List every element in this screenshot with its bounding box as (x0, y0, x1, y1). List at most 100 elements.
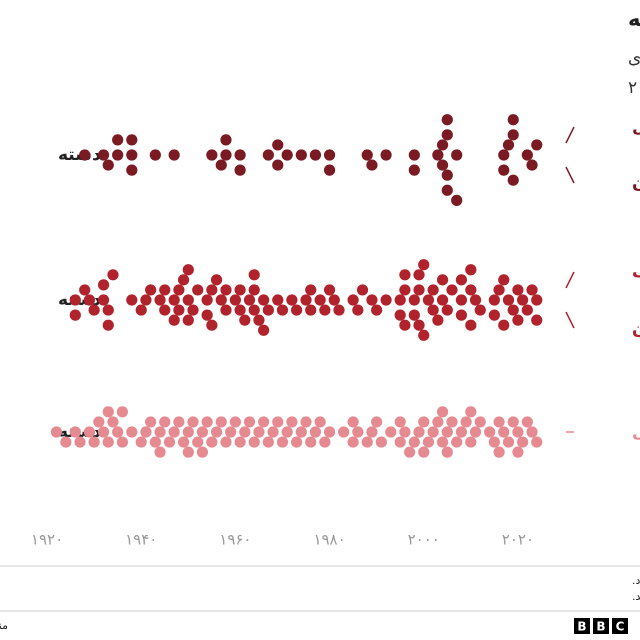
storm-dot (225, 426, 237, 438)
storm-dot (145, 416, 157, 428)
storm-dot (347, 416, 359, 428)
storm-dot (432, 314, 444, 326)
storm-dot (436, 294, 449, 306)
storm-dot (465, 436, 477, 448)
storm-dot (83, 294, 96, 306)
storm-dot (126, 164, 138, 176)
storm-dot (465, 264, 477, 276)
storm-dot (399, 319, 411, 331)
storm-dot (149, 436, 161, 448)
storm-dot (126, 134, 138, 146)
storm-dot (206, 436, 218, 448)
storm-dot (338, 426, 350, 438)
storm-dot (394, 416, 406, 428)
storm-dot (413, 426, 425, 438)
storm-dot (234, 304, 246, 316)
storm-dot (159, 304, 171, 316)
storm-dot (276, 436, 289, 448)
storm-dot (182, 426, 194, 438)
annotation: کرک (632, 262, 640, 282)
storm-dot (385, 426, 397, 438)
storm-dot (220, 284, 232, 296)
storm-dot (436, 139, 449, 151)
storm-dot (220, 304, 232, 316)
storm-dot (413, 284, 425, 296)
storm-dot (432, 416, 444, 428)
storm-dot (154, 446, 166, 458)
storm-dot (314, 416, 326, 428)
storm-dot (488, 436, 500, 448)
storm-dot (253, 426, 265, 438)
annotation-line (565, 166, 575, 184)
storm-dot (446, 284, 458, 296)
storm-dot (135, 304, 147, 316)
storm-dot (243, 294, 256, 306)
storm-dot (408, 164, 420, 176)
storm-dot (512, 284, 524, 296)
storm-dot (159, 284, 171, 296)
storm-dot (441, 114, 453, 126)
storm-dot (323, 164, 336, 176)
storm-dot (286, 294, 298, 306)
storm-dot (262, 436, 274, 448)
storm-dot (215, 159, 227, 171)
storm-dot (206, 149, 218, 161)
storm-dot (488, 309, 500, 321)
storm-dot (352, 426, 364, 438)
storm-dot (140, 426, 152, 438)
storm-dot (69, 294, 81, 306)
storm-dot (323, 149, 336, 161)
storm-dot (451, 149, 463, 161)
storm-dot (97, 294, 110, 306)
storm-dot (276, 304, 289, 316)
storm-dot (126, 426, 138, 438)
storm-dot (531, 139, 543, 151)
storm-dot (436, 274, 449, 286)
storm-dot (253, 314, 265, 326)
storm-dot (149, 149, 161, 161)
storm-dot (380, 149, 392, 161)
storm-dot (210, 274, 223, 286)
storm-dot (408, 149, 420, 161)
storm-dot (168, 149, 180, 161)
storm-dot (305, 284, 317, 296)
storm-dot (258, 324, 270, 336)
storm-dot (102, 319, 114, 331)
storm-dot (88, 436, 100, 448)
storm-dot (394, 436, 406, 448)
storm-dot (352, 304, 364, 316)
storm-dot (272, 159, 284, 171)
storm-dot (404, 446, 416, 458)
storm-dot (455, 274, 468, 286)
storm-dot (243, 416, 256, 428)
storm-dot (201, 294, 213, 306)
storm-dot (366, 159, 378, 171)
storm-dot (210, 426, 223, 438)
storm-dot (498, 164, 510, 176)
storm-dot (394, 294, 406, 306)
storm-dot (300, 416, 312, 428)
storm-dot (436, 159, 449, 171)
storm-dot (145, 284, 157, 296)
storm-dot (375, 436, 387, 448)
storm-dot (451, 194, 463, 206)
storm-dot (347, 436, 359, 448)
storm-dot (493, 446, 505, 458)
storm-dot (239, 426, 251, 438)
storm-dot (93, 416, 105, 428)
storm-dot (234, 164, 246, 176)
annotation: رافائل (632, 422, 640, 442)
storm-dot (413, 319, 425, 331)
storm-dot (427, 426, 439, 438)
storm-dot (399, 269, 411, 281)
storm-dot (69, 309, 81, 321)
storm-dot (493, 284, 505, 296)
storm-dot (229, 294, 241, 306)
storm-dot (408, 294, 420, 306)
storm-dot (220, 149, 232, 161)
storm-dot (102, 159, 114, 171)
storm-dot (512, 426, 524, 438)
storm-dot (239, 314, 251, 326)
storm-dot (281, 149, 293, 161)
